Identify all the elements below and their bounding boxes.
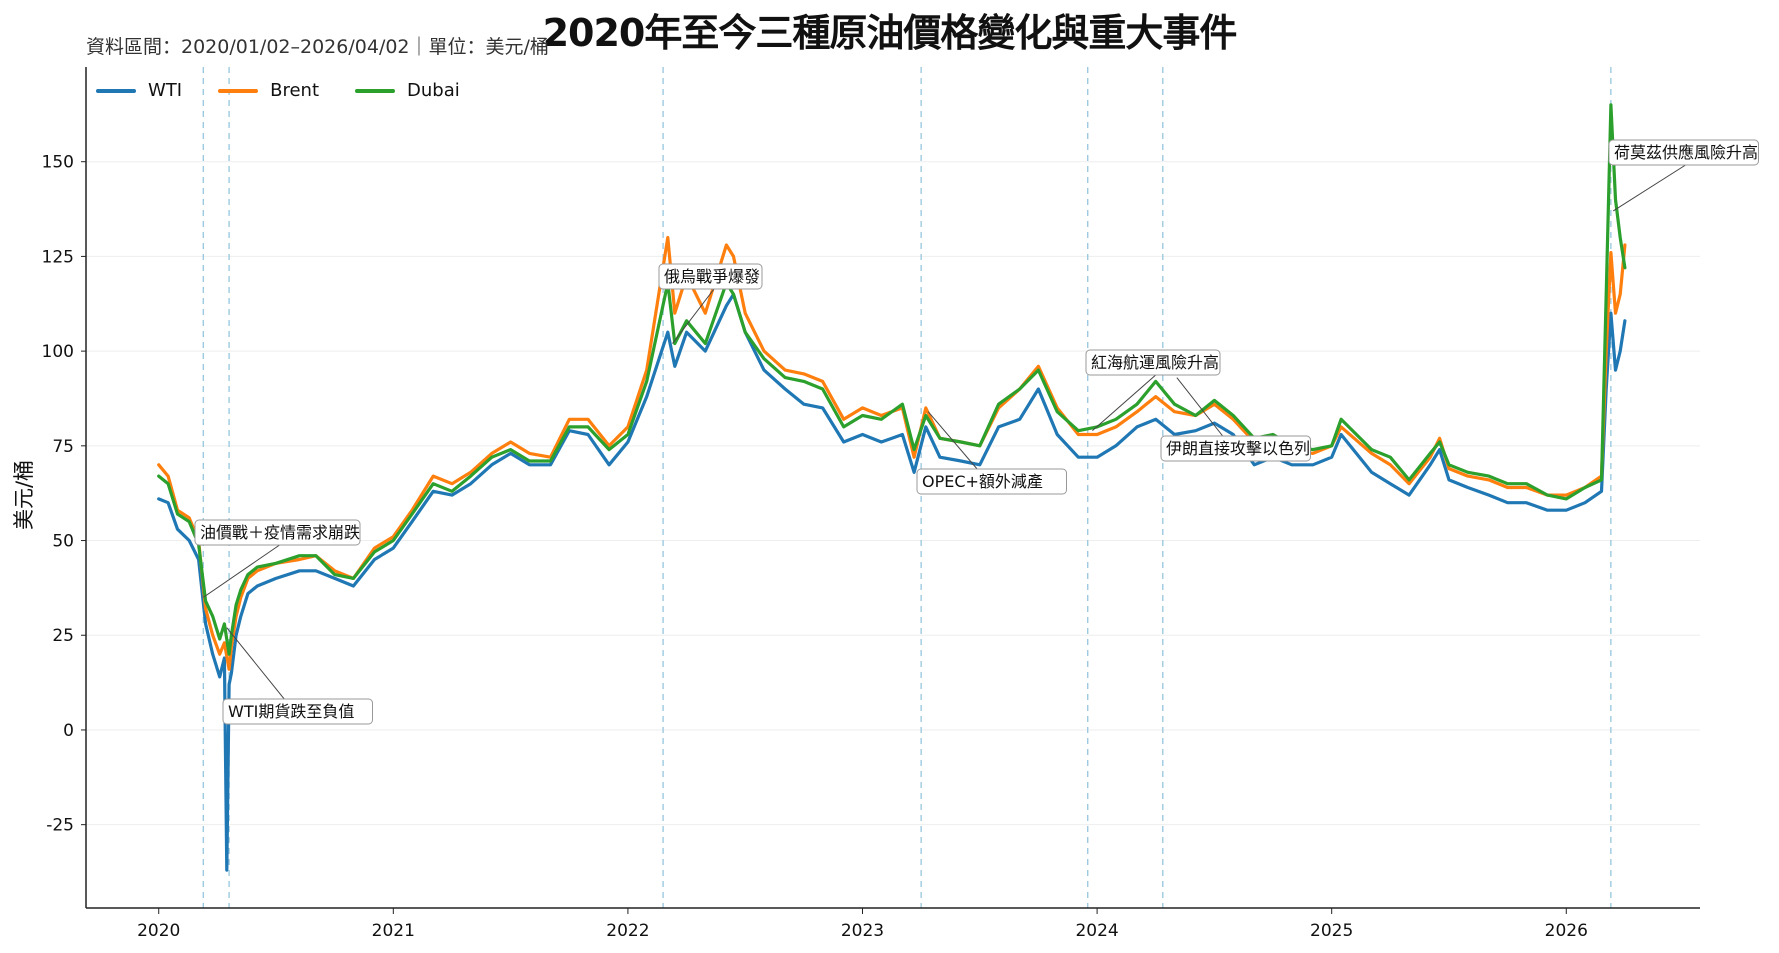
legend-swatch-wti bbox=[96, 88, 136, 93]
chart-subtitle: 資料區間：2020/01/02–2026/04/02｜單位：美元/桶 bbox=[86, 36, 549, 58]
legend-label-dubai: Dubai bbox=[407, 80, 460, 101]
series-line-dubai bbox=[157, 103, 1627, 656]
y-tick-label: 150 bbox=[42, 153, 74, 173]
annotation-label: OPEC+額外減產 bbox=[922, 472, 1043, 491]
annotation-label: 俄烏戰爭爆發 bbox=[664, 267, 760, 286]
annotation-label: 油價戰＋疫情需求崩跌 bbox=[200, 523, 360, 542]
x-tick-label: 2020 bbox=[137, 921, 180, 941]
legend-swatch-brent bbox=[218, 88, 259, 93]
legend-swatch-dubai bbox=[355, 88, 396, 93]
annotation-label: WTI期貨跌至負值 bbox=[228, 702, 354, 721]
series-line-brent bbox=[157, 235, 1627, 671]
x-tick-label: 2021 bbox=[372, 921, 415, 941]
x-tick-label: 2022 bbox=[606, 921, 649, 941]
annotation-label: 荷莫茲供應風險升高 bbox=[1614, 143, 1758, 162]
annotation-label: 紅海航運風險升高 bbox=[1091, 353, 1219, 372]
y-tick-label: -25 bbox=[46, 816, 74, 836]
annotation-leader bbox=[1612, 162, 1690, 212]
annotation-box bbox=[194, 519, 361, 546]
legend-item-dubai: Dubai bbox=[355, 80, 460, 101]
y-tick-label: 50 bbox=[52, 532, 74, 552]
y-axis-label: 美元/桶 bbox=[12, 459, 36, 531]
x-tick-label: 2025 bbox=[1310, 921, 1353, 941]
annotation-box bbox=[1608, 139, 1759, 166]
x-tick-label: 2023 bbox=[841, 921, 884, 941]
legend-label-wti: WTI bbox=[148, 80, 183, 101]
annotation-leader bbox=[672, 286, 716, 344]
annotation-box bbox=[222, 698, 373, 725]
legend-item-wti: WTI bbox=[96, 80, 182, 101]
y-axis-label-wrap: 美元/桶 bbox=[8, 430, 38, 550]
annotation-leader bbox=[1092, 372, 1159, 432]
series-line-wti bbox=[157, 292, 1627, 872]
annotation-box bbox=[658, 263, 763, 290]
legend-label-brent: Brent bbox=[270, 80, 320, 101]
annotation-leader bbox=[203, 542, 283, 598]
legend-item-brent: Brent bbox=[218, 80, 319, 101]
chart-title: 2020年至今三種原油價格變化與重大事件 bbox=[542, 11, 1238, 55]
legend: WTI Brent Dubai bbox=[96, 80, 460, 101]
annotation-box bbox=[916, 468, 1067, 495]
annotation-label: 伊朗直接攻擊以色列 bbox=[1166, 439, 1310, 458]
x-tick-label: 2024 bbox=[1075, 921, 1118, 941]
y-tick-label: 75 bbox=[52, 437, 74, 457]
x-tick-label: 2026 bbox=[1545, 921, 1588, 941]
y-tick-label: 125 bbox=[42, 247, 74, 267]
annotation-box bbox=[1085, 349, 1221, 376]
y-tick-label: 25 bbox=[52, 626, 74, 646]
annotation-box bbox=[1160, 435, 1311, 462]
y-tick-label: 0 bbox=[63, 721, 74, 741]
y-tick-label: 100 bbox=[42, 342, 74, 362]
